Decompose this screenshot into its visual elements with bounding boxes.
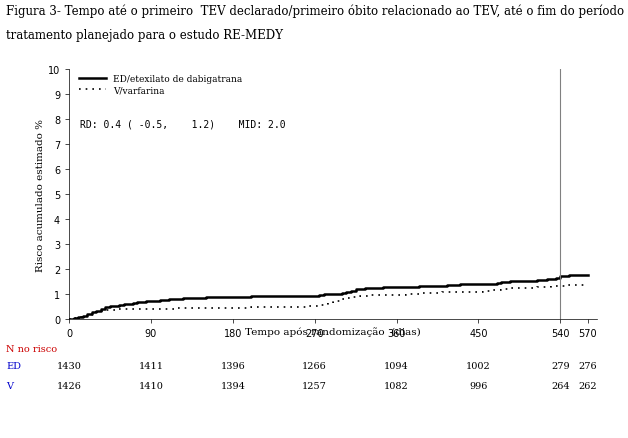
Text: V: V [6, 381, 13, 390]
Text: tratamento planejado para o estudo RE-MEDY: tratamento planejado para o estudo RE-ME… [6, 28, 283, 42]
Text: N no risco: N no risco [6, 344, 57, 353]
Text: 262: 262 [578, 381, 597, 390]
Text: 279: 279 [551, 361, 570, 371]
Text: 1396: 1396 [220, 361, 245, 371]
Y-axis label: Risco acumulado estimado %: Risco acumulado estimado % [36, 119, 45, 271]
Text: 1257: 1257 [302, 381, 327, 390]
Text: 1411: 1411 [138, 361, 163, 371]
Text: Figura 3- Tempo até o primeiro  TEV declarado/primeiro óbito relacionado ao TEV,: Figura 3- Tempo até o primeiro TEV decla… [6, 4, 628, 18]
Text: 1094: 1094 [384, 361, 409, 371]
Legend: ED/etexilato de dabigatrana, V/varfarina: ED/etexilato de dabigatrana, V/varfarina [79, 74, 242, 95]
Text: 996: 996 [469, 381, 487, 390]
Text: 1082: 1082 [384, 381, 409, 390]
Text: 1410: 1410 [139, 381, 163, 390]
Text: 1266: 1266 [302, 361, 327, 371]
Text: 264: 264 [551, 381, 570, 390]
Text: 1430: 1430 [57, 361, 82, 371]
Text: RD: 0.4 ( -0.5,    1.2)    MID: 2.0: RD: 0.4 ( -0.5, 1.2) MID: 2.0 [80, 120, 285, 130]
Text: 1002: 1002 [466, 361, 490, 371]
Text: 1394: 1394 [220, 381, 245, 390]
Text: ED: ED [6, 361, 21, 371]
Text: Tempo após randomização  (dias): Tempo após randomização (dias) [245, 326, 421, 336]
Text: 1426: 1426 [57, 381, 82, 390]
Text: 276: 276 [578, 361, 597, 371]
